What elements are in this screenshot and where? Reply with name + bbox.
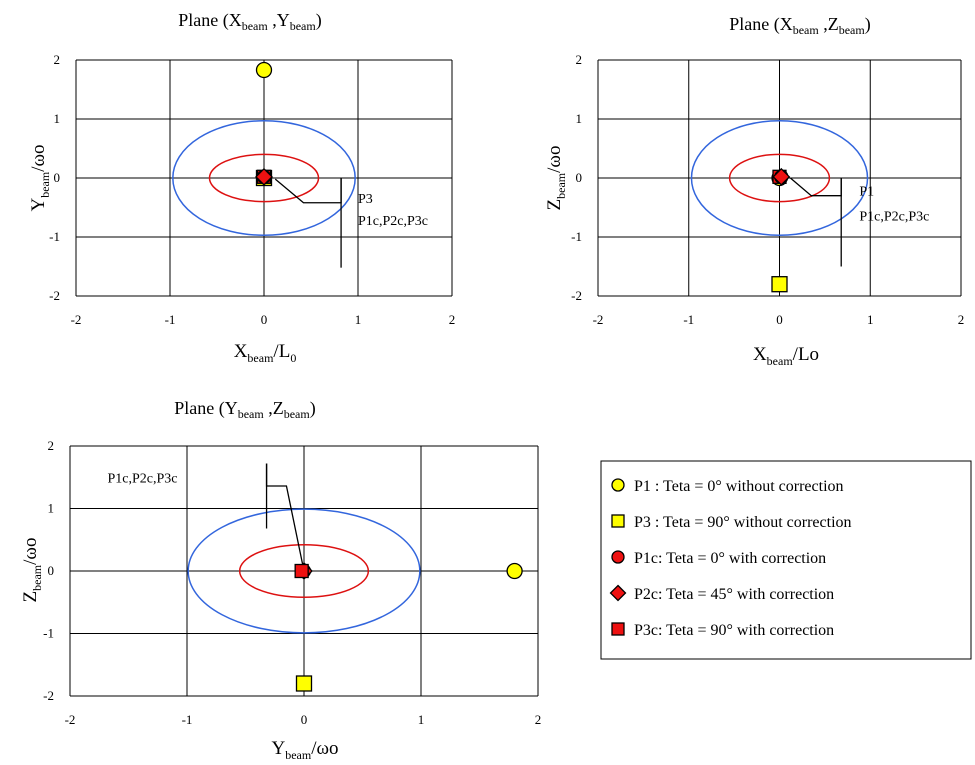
x-tick-label: -2 bbox=[71, 312, 82, 327]
y-tick-label: -1 bbox=[49, 229, 60, 244]
data-point-p2c bbox=[255, 167, 273, 186]
y-tick-label: 2 bbox=[48, 438, 55, 453]
legend-entry: P2c: Teta = 45° with correction bbox=[634, 586, 834, 603]
data-point-p1 bbox=[255, 61, 273, 79]
legend-marker bbox=[611, 478, 625, 492]
x-tick-label: 1 bbox=[355, 312, 362, 327]
legend-marker bbox=[609, 584, 627, 602]
y-tick-label: 2 bbox=[54, 52, 61, 67]
data-point-p2c bbox=[772, 167, 791, 186]
inner-ellipse bbox=[208, 153, 320, 203]
x-tick-label: -1 bbox=[165, 312, 176, 327]
outer-ellipse bbox=[172, 120, 356, 236]
x-tick-label: 2 bbox=[958, 312, 965, 327]
outer-ellipse bbox=[187, 508, 421, 634]
chart-title: Plane (Xbeam ,Zbeam) bbox=[729, 14, 870, 37]
chart-title: Plane (Xbeam ,Ybeam) bbox=[178, 10, 321, 33]
annotation-label: P1c,P2c,P3c bbox=[107, 471, 177, 486]
inner-ellipse bbox=[728, 153, 831, 203]
legend: P1 : Teta = 0° without correction P3 : Te… bbox=[600, 460, 972, 660]
y-tick-label: 0 bbox=[54, 170, 61, 185]
legend-entry: P1c: Teta = 0° with correction bbox=[634, 550, 826, 567]
grid bbox=[597, 59, 962, 297]
x-tick-label: -2 bbox=[593, 312, 604, 327]
chart-panel-2: Plane (Xbeam ,Zbeam) -2 -1 0 1 2 -2 -1 0 1 2 Xbeam/… bbox=[544, 14, 964, 368]
data-point-p3 bbox=[771, 276, 788, 293]
y-tick-label: 1 bbox=[54, 111, 61, 126]
annotation-label: P1c,P2c,P3c bbox=[859, 209, 929, 224]
x-axis-label: Xbeam/L0 bbox=[234, 341, 297, 365]
annotation-label: P3 bbox=[358, 192, 373, 207]
legend-entry: P1 : Teta = 0° without correction bbox=[634, 478, 844, 495]
legend-marker bbox=[611, 514, 625, 528]
data-point-p3c bbox=[294, 563, 309, 579]
x-axis-label: Ybeam/ωo bbox=[271, 738, 338, 762]
y-axis-label: Zbeam/ωo bbox=[544, 146, 568, 211]
legend-marker bbox=[611, 550, 625, 564]
legend-box bbox=[600, 460, 972, 660]
x-tick-label: -1 bbox=[182, 712, 193, 727]
y-tick-label: -2 bbox=[49, 288, 60, 303]
annotation-leader bbox=[789, 177, 842, 197]
y-tick-label: 1 bbox=[48, 501, 55, 516]
outer-ellipse bbox=[690, 120, 869, 236]
x-tick-label: 0 bbox=[301, 712, 308, 727]
chart-panel-1: Plane (Xbeam ,Ybeam) -2 -1 0 1 2 -2 -1 0 1 2 Xbeam/… bbox=[28, 10, 455, 365]
x-tick-label: 0 bbox=[776, 312, 783, 327]
y-tick-label: 0 bbox=[48, 563, 55, 578]
x-tick-label: 2 bbox=[535, 712, 542, 727]
chart-panel-3: Plane (Ybeam ,Zbeam) -2 -1 0 1 2 -2 -1 0 1 2 Ybeam/… bbox=[20, 398, 541, 762]
x-tick-label: -2 bbox=[65, 712, 76, 727]
grid bbox=[75, 59, 453, 297]
x-axis-label: Xbeam/Lo bbox=[753, 344, 819, 368]
annotation-leader bbox=[274, 178, 342, 204]
y-tick-label: 0 bbox=[576, 170, 583, 185]
x-tick-label: 1 bbox=[418, 712, 425, 727]
y-tick-label: -2 bbox=[43, 688, 54, 703]
y-axis-label: Ybeam/ωo bbox=[28, 144, 52, 211]
x-tick-label: 0 bbox=[261, 312, 268, 327]
annotation-label: P1c,P2c,P3c bbox=[358, 214, 428, 229]
legend-entry: P3c: Teta = 90° with correction bbox=[634, 622, 834, 639]
y-tick-label: -2 bbox=[571, 288, 582, 303]
y-tick-label: -1 bbox=[43, 626, 54, 641]
y-axis-label: Zbeam/ωo bbox=[20, 538, 44, 603]
annotation-leader bbox=[265, 463, 305, 572]
x-tick-label: -1 bbox=[683, 312, 694, 327]
legend-marker bbox=[611, 622, 625, 636]
x-tick-label: 1 bbox=[867, 312, 874, 327]
y-tick-label: -1 bbox=[571, 229, 582, 244]
y-tick-label: 2 bbox=[576, 52, 583, 67]
data-point-p3 bbox=[295, 675, 313, 692]
data-point-p1 bbox=[506, 562, 523, 580]
legend-entry: P3 : Teta = 90° without correction bbox=[634, 514, 852, 531]
inner-ellipse bbox=[238, 544, 370, 598]
x-tick-label: 2 bbox=[449, 312, 456, 327]
chart-title: Plane (Ybeam ,Zbeam) bbox=[174, 398, 315, 421]
y-tick-label: 1 bbox=[576, 111, 583, 126]
annotation-label: P1 bbox=[859, 185, 874, 200]
